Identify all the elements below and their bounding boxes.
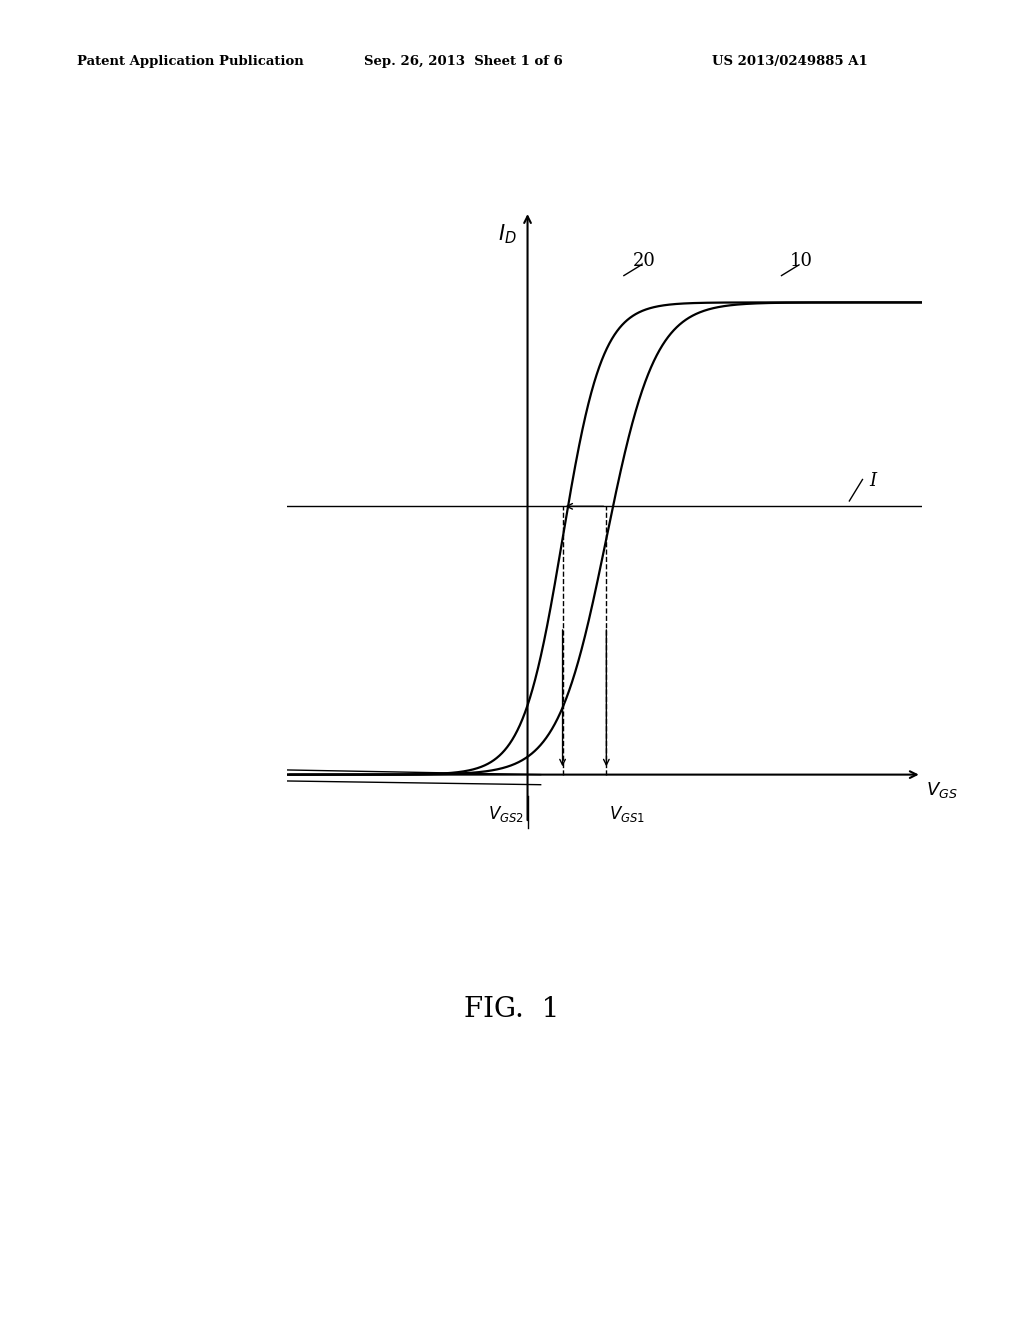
Text: $V_{GS}$: $V_{GS}$ xyxy=(926,780,957,800)
Text: I: I xyxy=(869,473,877,490)
Text: $V_{GS1}$: $V_{GS1}$ xyxy=(608,804,645,824)
Text: $I_D$: $I_D$ xyxy=(498,223,516,246)
Text: US 2013/0249885 A1: US 2013/0249885 A1 xyxy=(712,55,867,69)
Text: 20: 20 xyxy=(633,252,655,271)
Text: Patent Application Publication: Patent Application Publication xyxy=(77,55,303,69)
Text: 10: 10 xyxy=(791,252,813,271)
Text: Sep. 26, 2013  Sheet 1 of 6: Sep. 26, 2013 Sheet 1 of 6 xyxy=(364,55,562,69)
Text: FIG.  1: FIG. 1 xyxy=(464,997,560,1023)
Text: $V_{GS2}$: $V_{GS2}$ xyxy=(488,804,524,824)
